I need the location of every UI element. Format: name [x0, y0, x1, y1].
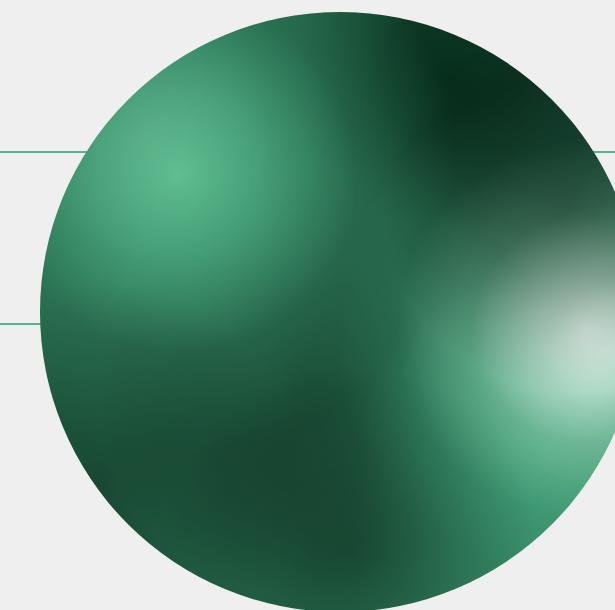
top-right-accent-line [592, 151, 615, 153]
gradient-orb [40, 12, 615, 610]
bottom-left-accent-line [0, 323, 48, 325]
orb-shadow-layer [40, 12, 615, 610]
top-left-accent-line [0, 151, 100, 153]
orb-highlight-layer [40, 12, 615, 610]
